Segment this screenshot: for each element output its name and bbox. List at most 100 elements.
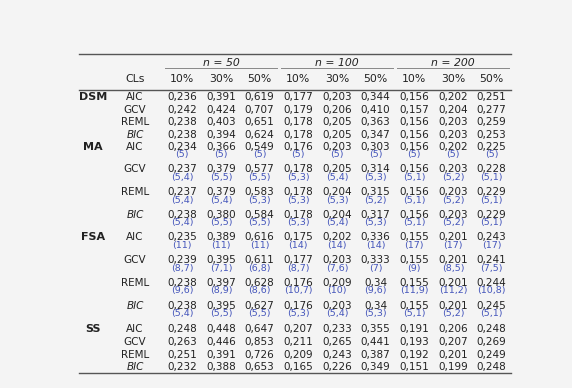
Text: (5): (5) [176,150,189,159]
Text: (14): (14) [288,241,308,250]
Text: n = 100: n = 100 [315,58,359,68]
Text: 0,391: 0,391 [206,350,236,360]
Text: (5,5): (5,5) [210,173,232,182]
Text: (14): (14) [327,241,347,250]
Text: 0,202: 0,202 [438,142,468,152]
Text: MA: MA [84,142,103,152]
Text: 0,379: 0,379 [206,187,236,197]
Text: 0,238: 0,238 [168,130,197,140]
Text: 0,176: 0,176 [283,142,313,152]
Text: 0,178: 0,178 [283,210,313,220]
Text: 0,205: 0,205 [322,165,352,174]
Text: (5,3): (5,3) [248,196,271,204]
Text: 0,236: 0,236 [168,92,197,102]
Text: 10%: 10% [170,74,194,84]
Text: 0,238: 0,238 [168,278,197,288]
Text: 0,611: 0,611 [245,255,275,265]
Text: 0,363: 0,363 [361,117,391,127]
Text: 0,237: 0,237 [168,165,197,174]
Text: (17): (17) [482,241,501,250]
Text: (11,2): (11,2) [439,286,467,296]
Text: 0,211: 0,211 [283,337,313,347]
Text: 0,226: 0,226 [322,362,352,372]
Text: (11): (11) [250,241,269,250]
Text: 0,853: 0,853 [245,337,275,347]
Text: 30%: 30% [441,74,465,84]
Text: 0,209: 0,209 [284,350,313,360]
Text: (8,6): (8,6) [248,286,271,296]
Text: 0,201: 0,201 [438,232,468,242]
Text: (5,4): (5,4) [210,196,232,204]
Text: (5,4): (5,4) [171,218,193,227]
Text: (10,8): (10,8) [478,286,506,296]
Text: 0,204: 0,204 [322,210,352,220]
Text: 0,441: 0,441 [361,337,391,347]
Text: 0,155: 0,155 [399,301,429,311]
Text: (5,3): (5,3) [364,309,387,318]
Text: (5): (5) [292,150,305,159]
Text: (5,3): (5,3) [287,196,309,204]
Text: (8,7): (8,7) [171,264,193,273]
Text: BIC: BIC [126,362,144,372]
Text: 0,269: 0,269 [476,337,506,347]
Text: 0,156: 0,156 [399,210,429,220]
Text: (5,3): (5,3) [364,218,387,227]
Text: 0,193: 0,193 [399,337,429,347]
Text: 0,397: 0,397 [206,278,236,288]
Text: (5,4): (5,4) [171,196,193,204]
Text: 0,248: 0,248 [476,324,506,334]
Text: 30%: 30% [209,74,233,84]
Text: AIC: AIC [126,142,144,152]
Text: 0,175: 0,175 [283,232,313,242]
Text: 0,627: 0,627 [245,301,275,311]
Text: 0,233: 0,233 [322,324,352,334]
Text: 0,239: 0,239 [168,255,197,265]
Text: 0,624: 0,624 [245,130,275,140]
Text: 0,241: 0,241 [476,255,506,265]
Text: 0,156: 0,156 [399,92,429,102]
Text: (8,5): (8,5) [442,264,464,273]
Text: 0,201: 0,201 [438,278,468,288]
Text: (5,5): (5,5) [210,218,232,227]
Text: REML: REML [121,278,149,288]
Text: (5,5): (5,5) [210,309,232,318]
Text: (5,3): (5,3) [287,218,309,227]
Text: 0,424: 0,424 [206,104,236,114]
Text: 0,395: 0,395 [206,301,236,311]
Text: (5): (5) [253,150,267,159]
Text: 0,156: 0,156 [399,130,429,140]
Text: 0,191: 0,191 [399,324,429,334]
Text: 0,628: 0,628 [245,278,275,288]
Text: 0,207: 0,207 [284,324,313,334]
Text: 0,238: 0,238 [168,117,197,127]
Text: 0,355: 0,355 [361,324,391,334]
Text: (5,3): (5,3) [287,309,309,318]
Text: (5): (5) [407,150,421,159]
Text: 0,726: 0,726 [245,350,275,360]
Text: 0,203: 0,203 [322,255,352,265]
Text: (5,1): (5,1) [480,309,503,318]
Text: 0,178: 0,178 [283,117,313,127]
Text: (5,5): (5,5) [248,309,271,318]
Text: 0,155: 0,155 [399,278,429,288]
Text: 0,347: 0,347 [361,130,391,140]
Text: (5,5): (5,5) [248,173,271,182]
Text: 0,577: 0,577 [245,165,275,174]
Text: (17): (17) [404,241,424,250]
Text: (5,3): (5,3) [287,173,309,182]
Text: DSM: DSM [79,92,108,102]
Text: 0,315: 0,315 [361,187,391,197]
Text: (11,9): (11,9) [400,286,428,296]
Text: 0,177: 0,177 [283,255,313,265]
Text: (5,1): (5,1) [480,173,503,182]
Text: (5,2): (5,2) [442,218,464,227]
Text: (5,4): (5,4) [325,218,348,227]
Text: 0,202: 0,202 [438,92,468,102]
Text: 0,242: 0,242 [168,104,197,114]
Text: FSA: FSA [81,232,105,242]
Text: (7): (7) [369,264,382,273]
Text: (7,5): (7,5) [480,264,503,273]
Text: (5,4): (5,4) [325,309,348,318]
Text: 0,156: 0,156 [399,142,429,152]
Text: (8,7): (8,7) [287,264,309,273]
